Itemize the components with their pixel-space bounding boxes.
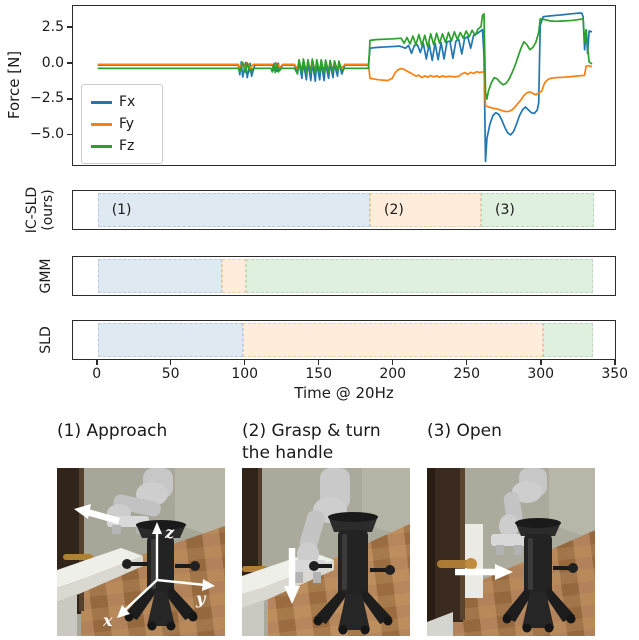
x-tick-mark bbox=[465, 360, 468, 365]
segmentation-bar-gmm bbox=[72, 256, 616, 296]
legend-item-fy: Fy bbox=[91, 113, 153, 135]
force-ytick-label: −5.0 bbox=[30, 126, 64, 142]
legend-item-fz: Fz bbox=[91, 135, 153, 157]
caption-grasp-turn: (2) Grasp & turn the handle bbox=[242, 421, 381, 463]
legend-label: Fx bbox=[119, 94, 136, 110]
legend-label: Fy bbox=[119, 116, 135, 132]
force-ytick-label: 2.5 bbox=[41, 19, 64, 35]
y-tick-mark bbox=[67, 98, 72, 100]
phase-segment bbox=[97, 259, 222, 293]
robot-gripper bbox=[491, 534, 527, 546]
force-ytick-label: −2.5 bbox=[30, 90, 64, 106]
x-tick-label: 250 bbox=[453, 366, 481, 382]
table-ledge bbox=[57, 548, 143, 636]
x-tick-mark bbox=[540, 360, 542, 365]
caption-approach: (1) Approach bbox=[57, 421, 168, 441]
force-line-fx bbox=[97, 12, 593, 163]
axis-z-arrowhead bbox=[152, 522, 162, 534]
coordinate-axes bbox=[117, 522, 215, 618]
x-tick-label: 100 bbox=[231, 366, 259, 382]
phase-label: (2) bbox=[384, 202, 404, 218]
y-tick-mark bbox=[67, 62, 72, 64]
door-panel bbox=[427, 468, 465, 622]
legend-item-fx: Fx bbox=[91, 91, 153, 113]
motion-arrow-down-icon bbox=[284, 548, 300, 604]
axis-y-arrowhead bbox=[202, 579, 215, 591]
door-panel bbox=[242, 468, 262, 578]
segmentation-bar-sld bbox=[72, 320, 616, 360]
x-tick-label: 350 bbox=[601, 366, 629, 382]
phase-segment bbox=[97, 323, 243, 357]
x-tick-mark bbox=[317, 360, 320, 365]
phase-segment bbox=[222, 259, 246, 293]
segmentation-bar-ic-sld: (1) (2) (3) bbox=[72, 190, 616, 230]
door-handle bbox=[437, 558, 477, 570]
bar-row-label-sld: SLD bbox=[38, 326, 54, 354]
fz-line-swatch bbox=[91, 144, 112, 148]
x-tick-mark bbox=[614, 360, 616, 365]
phase-segment bbox=[543, 323, 594, 357]
x-tick-mark bbox=[243, 360, 246, 365]
force-lines-canvas bbox=[97, 12, 593, 163]
snapshot-approach: z y x bbox=[57, 468, 225, 636]
x-tick-label: 50 bbox=[161, 366, 180, 382]
phase-segment: (1) bbox=[97, 193, 370, 227]
phase-segment: (2) bbox=[370, 193, 481, 227]
legend-label: Fz bbox=[119, 138, 135, 154]
y-tick-mark bbox=[67, 26, 72, 28]
caption-open: (3) Open bbox=[427, 421, 502, 441]
phase-segment: (3) bbox=[481, 193, 594, 227]
phase-segment bbox=[245, 259, 594, 293]
time-axis-label: Time @ 20Hz bbox=[294, 384, 394, 402]
x-tick-label: 0 bbox=[92, 366, 102, 382]
axis-x-label: x bbox=[102, 611, 113, 630]
phase-label: (3) bbox=[495, 202, 515, 218]
x-tick-mark bbox=[391, 360, 394, 365]
phase-label: (1) bbox=[111, 202, 132, 218]
door-handle bbox=[63, 554, 93, 560]
force-line-fz bbox=[97, 12, 593, 100]
valve-device bbox=[122, 520, 200, 631]
motion-arrow-up-left-icon bbox=[74, 504, 120, 525]
axis-x-arrowhead bbox=[117, 605, 130, 618]
axis-y-label: y bbox=[195, 589, 207, 608]
x-tick-label: 150 bbox=[305, 366, 333, 382]
x-tick-label: 300 bbox=[527, 366, 555, 382]
fy-line-swatch bbox=[91, 122, 112, 126]
force-plot: Fx Fy Fz bbox=[72, 5, 616, 166]
axis-z-label: z bbox=[164, 523, 175, 542]
phase-segment bbox=[242, 323, 544, 357]
fx-line-swatch bbox=[91, 100, 112, 104]
snapshot-grasp-turn bbox=[242, 468, 410, 636]
valve-device bbox=[309, 512, 395, 635]
x-tick-mark bbox=[96, 360, 98, 365]
table-ledge bbox=[427, 612, 453, 636]
motion-arrow-right-icon bbox=[455, 564, 513, 580]
x-tick-label: 200 bbox=[379, 366, 407, 382]
snapshot-open bbox=[427, 468, 595, 636]
y-tick-mark bbox=[67, 133, 72, 136]
force-ytick-label: 0.0 bbox=[41, 55, 64, 71]
valve-device bbox=[502, 518, 578, 633]
x-tick-mark bbox=[169, 360, 172, 365]
legend: Fx Fy Fz bbox=[81, 84, 163, 164]
